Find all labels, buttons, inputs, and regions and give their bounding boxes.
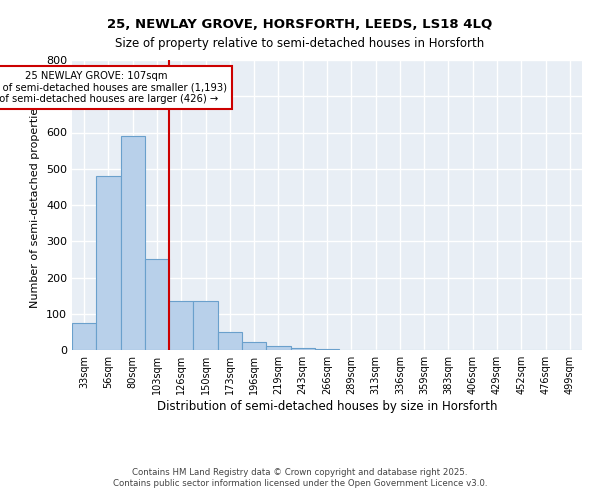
Text: Size of property relative to semi-detached houses in Horsforth: Size of property relative to semi-detach… — [115, 38, 485, 51]
Bar — [96, 176, 121, 350]
Bar — [218, 332, 242, 350]
Text: Contains HM Land Registry data © Crown copyright and database right 2025.
Contai: Contains HM Land Registry data © Crown c… — [113, 468, 487, 487]
Bar — [193, 301, 218, 350]
Bar — [145, 260, 169, 350]
X-axis label: Distribution of semi-detached houses by size in Horsforth: Distribution of semi-detached houses by … — [157, 400, 497, 413]
Bar — [266, 346, 290, 350]
Bar — [72, 323, 96, 350]
Bar — [121, 136, 145, 350]
Bar — [169, 301, 193, 350]
Bar — [242, 342, 266, 350]
Text: 25 NEWLAY GROVE: 107sqm
← 73% of semi-detached houses are smaller (1,193)
26% of: 25 NEWLAY GROVE: 107sqm ← 73% of semi-de… — [0, 71, 227, 104]
Text: 25, NEWLAY GROVE, HORSFORTH, LEEDS, LS18 4LQ: 25, NEWLAY GROVE, HORSFORTH, LEEDS, LS18… — [107, 18, 493, 30]
Bar — [290, 348, 315, 350]
Y-axis label: Number of semi-detached properties: Number of semi-detached properties — [31, 102, 40, 308]
